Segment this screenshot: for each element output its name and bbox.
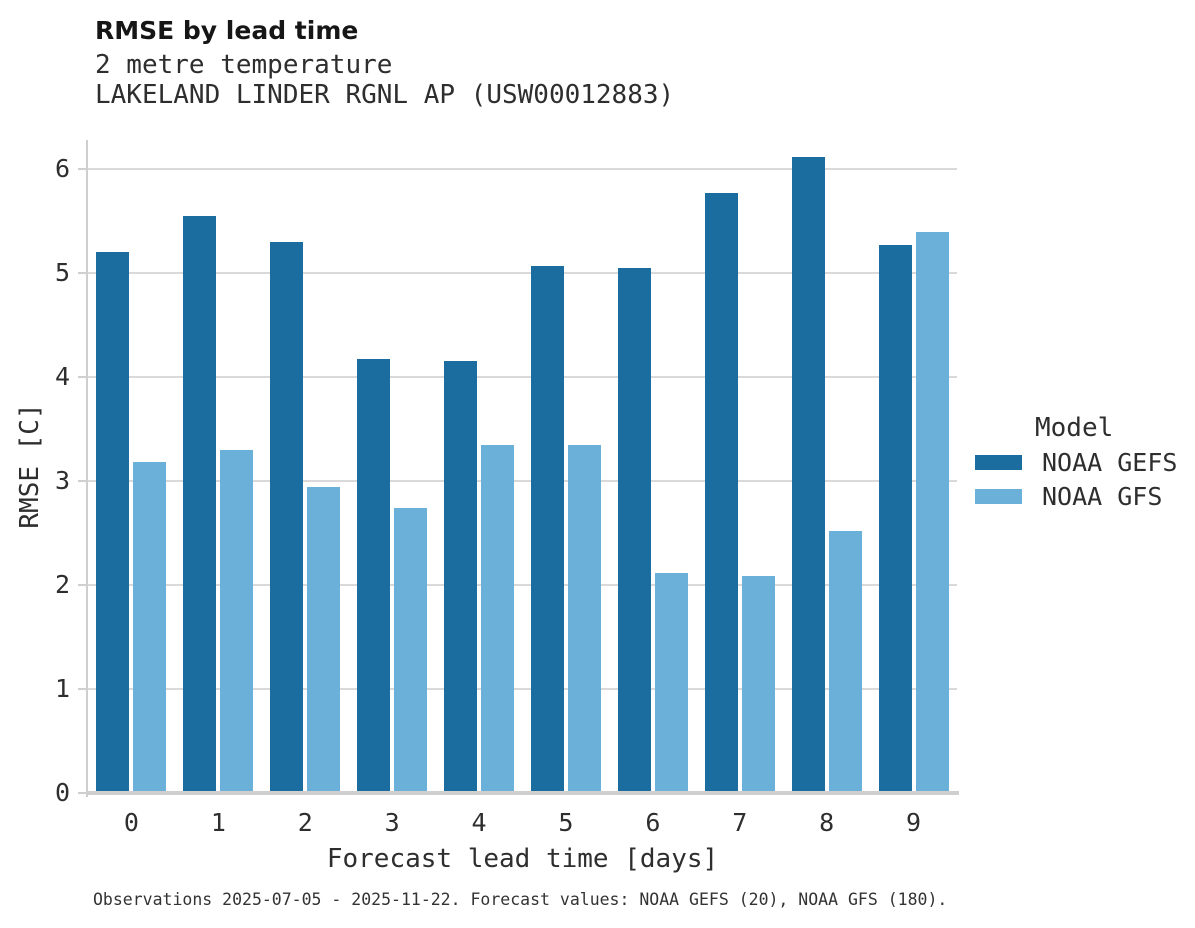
bar-noaa-gefs-lead8: [791, 156, 825, 793]
bar-noaa-gfs-lead6: [654, 572, 688, 793]
bar-noaa-gefs-lead1: [183, 215, 217, 793]
x-tick-label: 1: [210, 808, 226, 837]
bar-noaa-gfs-lead2: [307, 487, 341, 793]
x-tick-label: 4: [471, 808, 487, 837]
y-tick-mark: [78, 792, 86, 794]
x-tick-label: 3: [384, 808, 400, 837]
y-tick-label: 3: [54, 466, 70, 496]
bar-noaa-gefs-lead3: [357, 359, 391, 793]
y-axis-spine: [86, 140, 88, 797]
y-tick-label: 2: [54, 570, 70, 600]
bar-noaa-gfs-lead7: [741, 575, 775, 793]
bar-noaa-gfs-lead0: [133, 462, 167, 793]
gridline-y5: [88, 272, 957, 275]
chart-subtitle-variable: 2 metre temperature: [95, 50, 393, 80]
x-tick-label: 6: [645, 808, 661, 837]
y-tick-label: 1: [54, 674, 70, 704]
x-tick-label: 7: [732, 808, 748, 837]
bar-noaa-gfs-lead5: [567, 444, 601, 793]
bar-noaa-gefs-lead0: [96, 252, 130, 793]
bar-noaa-gfs-lead1: [220, 449, 254, 793]
bar-noaa-gfs-lead4: [481, 444, 515, 793]
y-tick-mark: [78, 480, 86, 483]
y-tick-mark: [78, 584, 86, 587]
chart-title: RMSE by lead time: [95, 16, 359, 45]
bar-noaa-gefs-lead6: [617, 267, 651, 793]
bar-noaa-gfs-lead8: [828, 530, 862, 793]
y-tick-label: 5: [54, 258, 70, 288]
y-tick-mark: [78, 688, 86, 691]
legend-swatch-noaa-gfs: [975, 489, 1022, 504]
x-axis-baseline: [86, 791, 959, 795]
x-tick-label: 2: [297, 808, 313, 837]
bar-noaa-gefs-lead7: [704, 193, 738, 793]
x-tick-label: 8: [819, 808, 835, 837]
y-tick-mark: [78, 168, 86, 171]
x-tick-label: 9: [906, 808, 922, 837]
gridline-y1: [88, 688, 957, 691]
legend-label-noaa-gfs: NOAA GFS: [1042, 482, 1163, 511]
y-tick-mark: [78, 272, 86, 275]
plot-area: [88, 140, 957, 793]
bar-noaa-gfs-lead9: [915, 231, 949, 793]
gridline-y3: [88, 480, 957, 483]
chart-subtitle-station: LAKELAND LINDER RGNL AP (USW00012883): [95, 80, 675, 110]
gridline-y4: [88, 376, 957, 379]
footer-note: Observations 2025-07-05 - 2025-11-22. Fo…: [93, 890, 948, 909]
bar-noaa-gefs-lead4: [444, 361, 478, 793]
y-tick-label: 6: [54, 154, 70, 184]
bar-noaa-gefs-lead9: [878, 245, 912, 793]
x-axis-title: Forecast lead time [days]: [326, 844, 719, 874]
x-tick-label: 0: [123, 808, 139, 837]
y-tick-label: 4: [54, 362, 70, 392]
bar-noaa-gefs-lead5: [530, 265, 564, 793]
gridline-y6: [88, 168, 957, 171]
gridline-y2: [88, 584, 957, 587]
y-tick-mark: [78, 376, 86, 379]
legend-title: Model: [1035, 413, 1114, 443]
x-tick-label: 5: [558, 808, 574, 837]
y-tick-label: 0: [54, 778, 70, 807]
bar-noaa-gefs-lead2: [270, 241, 304, 793]
y-axis-title: RMSE [C]: [15, 403, 45, 529]
legend-swatch-noaa-gefs: [975, 455, 1022, 470]
legend-label-noaa-gefs: NOAA GEFS: [1042, 448, 1178, 477]
bar-noaa-gfs-lead3: [394, 508, 428, 793]
